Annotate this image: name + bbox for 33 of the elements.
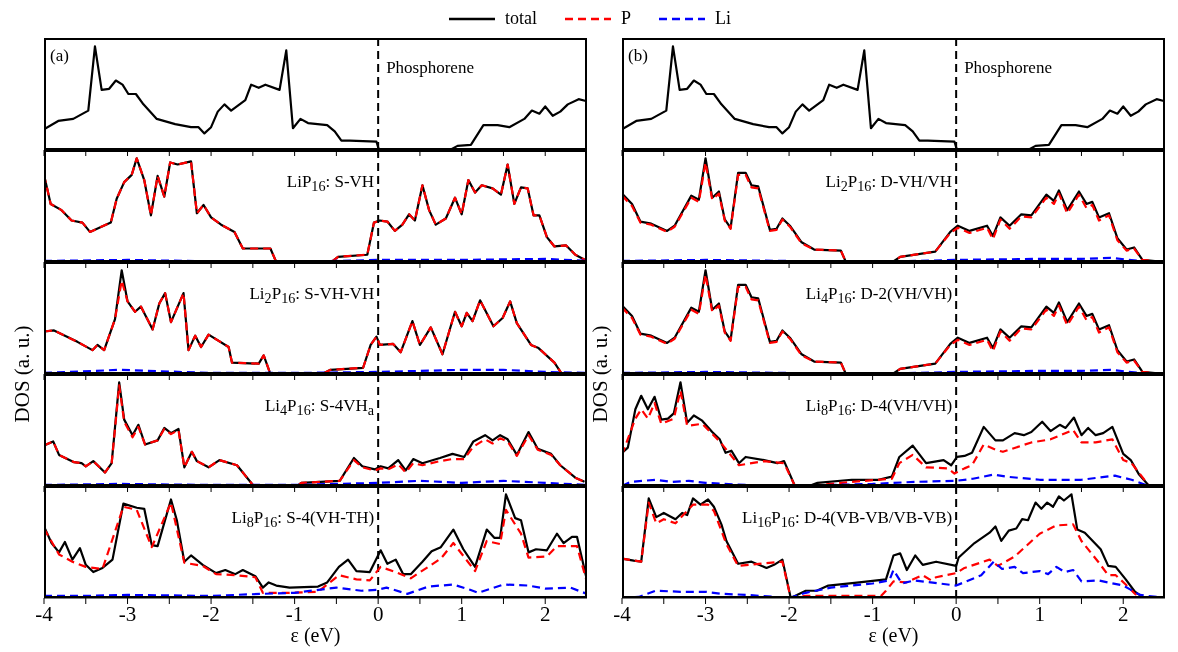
- x-tick-label: 2: [1117, 601, 1129, 626]
- x-tick-label: -3: [118, 601, 137, 626]
- annotation: Li$_{4}$P$_{16}$: S-4VH$_{a}$: [264, 396, 375, 420]
- x-tick-label: 2: [539, 601, 551, 626]
- x-tick-label: 0: [372, 601, 384, 626]
- x-tick-label: -1: [863, 601, 882, 626]
- x-tick-label: -3: [696, 601, 715, 626]
- legend-label: Li: [715, 8, 732, 29]
- x-tick-label: 0: [950, 601, 962, 626]
- x-axis-title: ε (eV): [290, 624, 341, 647]
- annotation: (b): [628, 46, 648, 66]
- annotation: Phosphorene: [386, 58, 474, 78]
- x-tick-label: -1: [285, 601, 304, 626]
- legend-label: P: [620, 8, 632, 29]
- annotation: Li$_{8}$P$_{16}$: S-4(VH-TH): [231, 508, 375, 532]
- annotation: (a): [50, 46, 69, 66]
- x-tick-label: 1: [1034, 601, 1045, 626]
- annotation: Li$_{16}$P$_{16}$: D-4(VB-VB/VB-VB): [742, 508, 953, 532]
- annotation: Li$_{2}$P$_{16}$: S-VH-VH: [249, 284, 375, 308]
- x-tick-label: -4: [35, 601, 54, 626]
- annotation: LiP$_{16}$: S-VH: [286, 172, 375, 196]
- annotation: Phosphorene: [964, 58, 1052, 78]
- y-axis-title: DOS (a. u.): [9, 325, 35, 423]
- y-axis-title: DOS (a. u.): [587, 325, 613, 423]
- x-tick-label: -2: [780, 601, 798, 626]
- x-axis-title: ε (eV): [868, 624, 919, 647]
- x-tick-label: -4: [613, 601, 632, 626]
- x-tick-label: 1: [456, 601, 467, 626]
- x-tick-label: -2: [202, 601, 220, 626]
- legend-label: total: [504, 8, 537, 29]
- annotation: Li$_{4}$P$_{16}$: D-2(VH/VH): [805, 284, 953, 308]
- annotation: Li$_{8}$P$_{16}$: D-4(VH/VH): [805, 396, 953, 420]
- annotation: Li$_{2}$P$_{16}$: D-VH/VH: [825, 172, 953, 196]
